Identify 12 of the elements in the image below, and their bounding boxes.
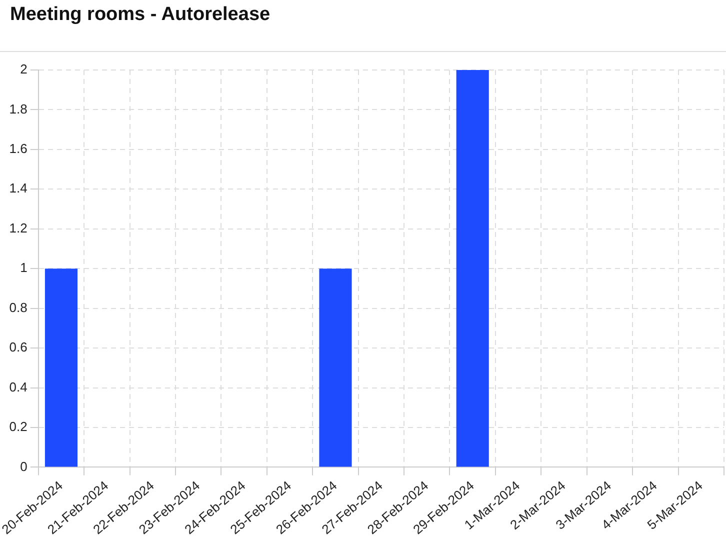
y-tick-label: 2 — [20, 62, 28, 77]
y-tick-label: 1.4 — [9, 180, 28, 196]
y-tick-label: 0.4 — [9, 379, 28, 394]
y-tick-label: 0.2 — [9, 419, 28, 434]
y-tick-label: 1.2 — [9, 220, 28, 236]
y-tick-label: 1 — [20, 260, 28, 276]
y-tick-label: 0.6 — [9, 340, 28, 355]
y-tick-label: 0.8 — [9, 300, 28, 315]
y-tick-label: 1.6 — [9, 141, 28, 156]
y-tick-label: 1.8 — [9, 101, 28, 116]
chart-title: Meeting rooms - Autorelease — [10, 4, 272, 26]
y-tick-label: 0 — [20, 458, 28, 474]
